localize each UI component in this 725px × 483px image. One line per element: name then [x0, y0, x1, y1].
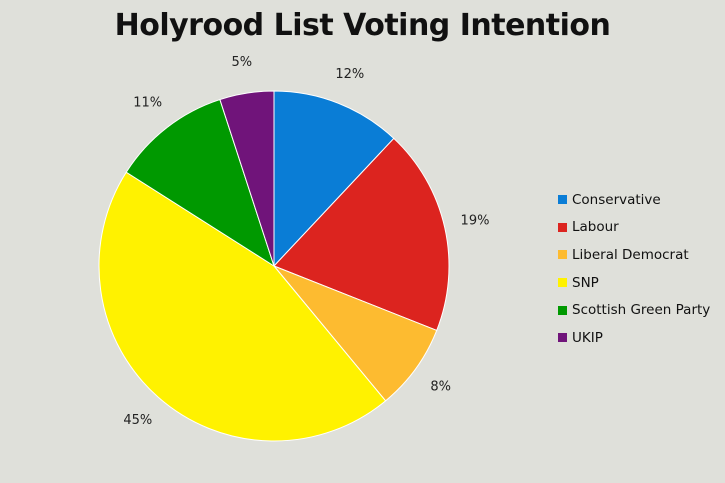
pie-slice-labour	[273, 137, 450, 332]
legend-item-ukip: UKIP	[558, 324, 710, 352]
pie-label-conservative: 12%	[335, 67, 364, 82]
pie-slices	[98, 90, 450, 442]
legend-item-snp: SNP	[558, 269, 710, 297]
pie-slice-ukip	[219, 90, 275, 267]
legend-swatch	[558, 250, 567, 260]
pie-label-labour: 19%	[461, 214, 490, 229]
legend-item-conservative: Conservative	[558, 186, 710, 214]
legend-swatch	[558, 222, 567, 232]
legend-swatch	[558, 278, 567, 288]
legend-label: Liberal Democrat	[572, 246, 689, 263]
legend-label: Labour	[572, 219, 619, 236]
pie-label-ukip: 5%	[231, 55, 252, 70]
legend-item-labour: Labour	[558, 214, 710, 242]
pie-slice-scottish-green-party	[125, 98, 275, 268]
legend-label: UKIP	[572, 329, 603, 346]
legend-label: SNP	[572, 274, 599, 291]
legend-swatch	[558, 195, 567, 205]
pie-slice-conservative	[273, 90, 395, 268]
pie-slice-snp	[98, 171, 387, 442]
legend: Conservative Labour Liberal Democrat SNP Sco…	[558, 186, 710, 352]
pie-labels: 12% 19% 8% 45% 11% 5%	[123, 55, 489, 428]
legend-label: Conservative	[572, 191, 661, 208]
legend-item-liberal-democrat: Liberal Democrat	[558, 241, 710, 269]
legend-swatch	[558, 333, 567, 343]
chart-title: Holyrood List Voting Intention	[114, 8, 611, 43]
pie-label-liberal-democrat: 8%	[430, 380, 451, 395]
legend-label: Scottish Green Party	[572, 302, 711, 319]
pie-label-snp: 45%	[123, 413, 152, 428]
legend-swatch	[558, 305, 567, 315]
pie-label-scottish-green-party: 11%	[133, 96, 162, 111]
legend-item-scottish-green-party: Scottish Green Party	[558, 296, 710, 324]
